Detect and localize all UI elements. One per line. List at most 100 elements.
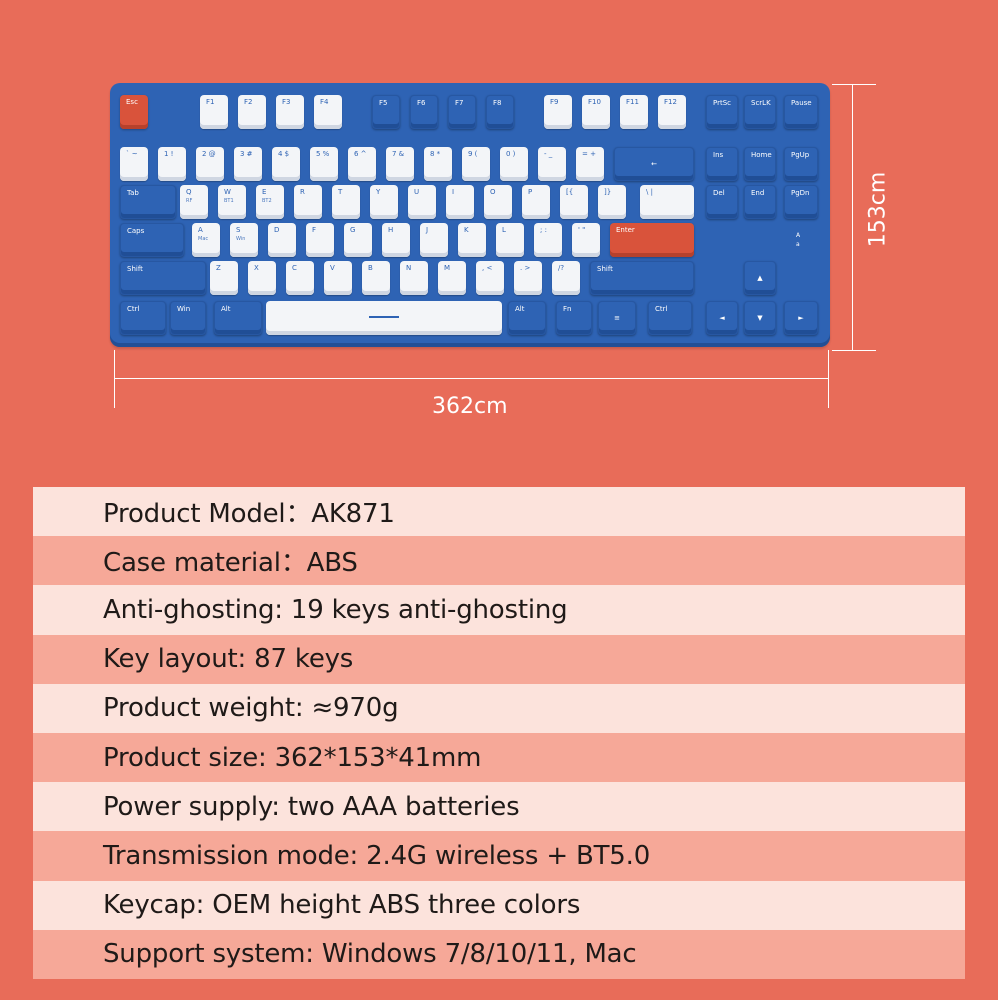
key-label: - _: [544, 150, 553, 158]
key-label: G: [350, 226, 356, 234]
key-lbracket: [{: [560, 185, 588, 219]
key-label: PgDn: [791, 189, 810, 197]
key-a: A Mac: [192, 223, 220, 257]
key-backspace: ←: [614, 147, 694, 181]
key-label: F6: [417, 99, 426, 107]
key-label: 8 *: [430, 150, 441, 158]
key-end: End: [744, 185, 776, 219]
width-dimension-right-tick: [828, 350, 829, 408]
key-label: M: [444, 264, 451, 272]
key-caps: Caps: [120, 223, 184, 257]
key-label: = +: [582, 150, 596, 158]
key-label: E: [262, 188, 267, 196]
key-p: P: [522, 185, 550, 219]
spec-row: Power supply: two AAA batteries: [33, 782, 965, 832]
key-label: \ |: [646, 188, 653, 196]
key-label: Fn: [563, 305, 572, 313]
key-label: I: [452, 188, 455, 196]
indicator-led-label: A: [796, 232, 801, 239]
key-label: F: [312, 226, 317, 234]
key-label: Esc: [126, 98, 138, 106]
key-label: F8: [493, 99, 502, 107]
key-label: Caps: [127, 227, 145, 235]
height-dimension-bottom-tick: [832, 350, 876, 351]
key-3: 3 #: [234, 147, 262, 181]
key-label: ←: [651, 159, 657, 168]
key-label: ]}: [604, 188, 612, 196]
key-space: [266, 301, 502, 335]
key-f2: F2: [238, 95, 266, 129]
key-label: D: [274, 226, 280, 234]
key-semicolon: ; :: [534, 223, 562, 257]
spec-row: Product weight: ≈970g: [33, 683, 965, 733]
key-label: , <: [482, 264, 493, 272]
key-4: 4 $: [272, 147, 300, 181]
key-rctrl: Ctrl: [648, 301, 692, 335]
height-dimension-label: 153cm: [865, 171, 891, 248]
key-c: C: [286, 261, 314, 295]
key-period: . >: [514, 261, 542, 295]
key-label: 2 @: [202, 150, 216, 158]
key-label: Del: [713, 189, 725, 197]
key-f9: F9: [544, 95, 572, 129]
key-q: Q RF: [180, 185, 208, 219]
key-y: Y: [370, 185, 398, 219]
key-sublabel: Win: [236, 236, 246, 242]
key-label: L: [502, 226, 506, 234]
key-f3: F3: [276, 95, 304, 129]
key-label: ≡: [614, 313, 620, 322]
key-r: R: [294, 185, 322, 219]
key-s: S Win: [230, 223, 258, 257]
key-label: Z: [216, 264, 221, 272]
key-label: Ctrl: [655, 305, 668, 313]
width-dimension-line: [114, 378, 828, 379]
key-up: ▲: [744, 261, 776, 295]
key-7: 7 &: [386, 147, 414, 181]
key-sublabel: BT1: [224, 198, 234, 204]
key-label: ' ": [578, 226, 586, 234]
spacebar-mark: [369, 316, 399, 319]
key-o: O: [484, 185, 512, 219]
height-dimension-top-tick: [832, 84, 876, 85]
key-enter: Enter: [610, 223, 694, 257]
key-lshift: Shift: [120, 261, 206, 295]
key-sublabel: RF: [186, 198, 193, 204]
key-label: Alt: [515, 305, 525, 313]
key-label: J: [426, 226, 429, 234]
key-f7: F7: [448, 95, 476, 129]
key-label: ` ~: [126, 150, 138, 158]
key-label: C: [292, 264, 297, 272]
key-9: 9 (: [462, 147, 490, 181]
spec-row: Case material：ABS: [33, 536, 965, 586]
key-label: B: [368, 264, 373, 272]
spec-table: Product Model：AK871 Case material：ABS Anti…: [33, 487, 965, 979]
keyboard-image: Esc F1 F2 F3 F4 F5 F6 F7 F8 F9 F10 F11 F12 PrtSc ScrLK…: [110, 83, 830, 347]
key-i: I: [446, 185, 474, 219]
key-rbracket: ]}: [598, 185, 626, 219]
key-label: F2: [244, 98, 253, 106]
key-label: [{: [566, 188, 574, 196]
key-label: F9: [550, 98, 559, 106]
key-label: . >: [520, 264, 531, 272]
key-label: S: [236, 226, 241, 234]
indicator-led-label: a: [796, 241, 800, 248]
key-f10: F10: [582, 95, 610, 129]
key-label: Enter: [616, 226, 635, 234]
key-label: V: [330, 264, 335, 272]
key-l: L: [496, 223, 524, 257]
key-lctrl: Ctrl: [120, 301, 166, 335]
key-home: Home: [744, 147, 776, 181]
key-label: T: [338, 188, 343, 196]
key-scrlk: ScrLK: [744, 95, 776, 129]
key-k: K: [458, 223, 486, 257]
key-v: V: [324, 261, 352, 295]
key-label: Shift: [597, 265, 613, 273]
key-label: Tab: [127, 189, 139, 197]
key-sublabel: BT2: [262, 198, 272, 204]
key-8: 8 *: [424, 147, 452, 181]
spec-row: Product Model：AK871: [33, 487, 965, 537]
key-label: U: [414, 188, 420, 196]
width-dimension-left-tick: [114, 350, 115, 408]
